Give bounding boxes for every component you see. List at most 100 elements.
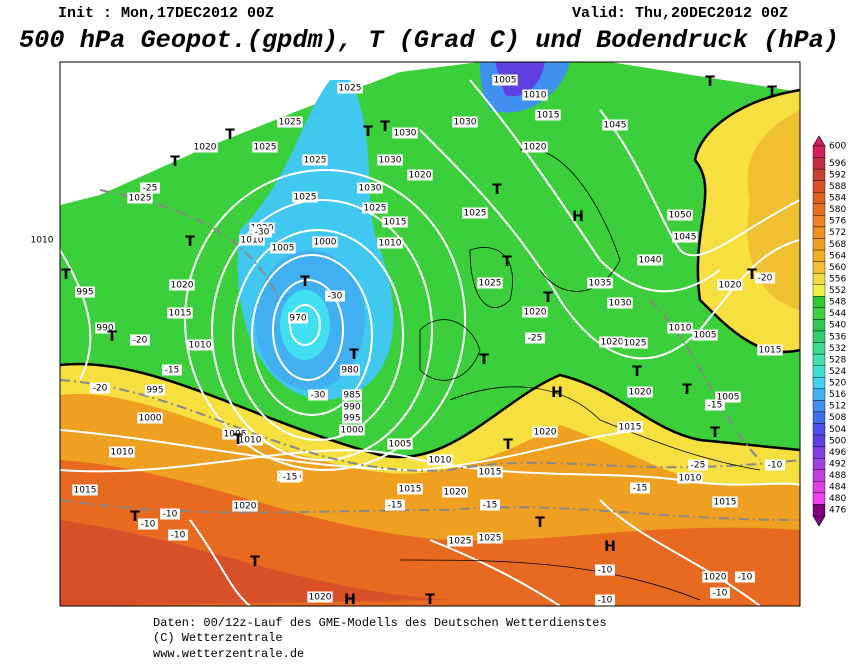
isobar-label: 1020 bbox=[234, 502, 257, 512]
label-box bbox=[72, 484, 98, 496]
colorbar-label: 488 bbox=[829, 471, 846, 481]
temperature-label: -30 bbox=[255, 228, 270, 238]
colorbar-swatch bbox=[812, 457, 826, 470]
valid-time: Valid: Thu,20DEC2012 00Z bbox=[572, 5, 788, 22]
isobar-label: 1000 bbox=[139, 414, 162, 424]
label-box bbox=[587, 277, 613, 289]
outside-domain bbox=[610, 62, 800, 92]
isobar-label: 1015 bbox=[74, 486, 97, 496]
temperature-label: -10 bbox=[768, 461, 783, 471]
label-box bbox=[339, 424, 365, 436]
label-box bbox=[595, 564, 615, 576]
isobar-label: 1005 bbox=[694, 331, 717, 341]
isobar-label: 1025 bbox=[129, 194, 152, 204]
label-box bbox=[387, 438, 413, 450]
pressure-center: T bbox=[503, 437, 513, 453]
map-labels: 1025 1005 1010 1015 1030 1025 1020 1025 1030 1045… bbox=[29, 74, 785, 608]
isobar-label: 1025 bbox=[364, 204, 387, 214]
label-box bbox=[109, 446, 135, 458]
label-box bbox=[357, 182, 383, 194]
label-box bbox=[95, 322, 115, 334]
pressure-center: H bbox=[344, 592, 356, 608]
label-box bbox=[427, 454, 453, 466]
isobar-label: 1015 bbox=[714, 498, 737, 508]
colorbar-swatch bbox=[812, 330, 826, 343]
isobar-label: 1005 bbox=[272, 244, 295, 254]
isobar-label: 1020 bbox=[704, 573, 727, 583]
label-box bbox=[308, 389, 328, 401]
label-box bbox=[237, 434, 263, 446]
isobar-label: 1010 bbox=[429, 456, 452, 466]
pressure-center: T bbox=[705, 74, 715, 90]
label-box bbox=[442, 486, 468, 498]
label-box bbox=[239, 234, 265, 246]
label-box bbox=[342, 389, 362, 401]
isobar-label: 1020 bbox=[601, 338, 624, 348]
label-box bbox=[312, 236, 338, 248]
label-box bbox=[692, 329, 718, 341]
cold-core bbox=[280, 290, 330, 360]
isobar-label: 1020 bbox=[309, 593, 332, 603]
colorbar-label: 596 bbox=[829, 159, 846, 169]
pressure-center: T bbox=[767, 84, 777, 100]
temperature-label: -25 bbox=[691, 461, 706, 471]
isobar-label: 1015 bbox=[537, 111, 560, 121]
label-box bbox=[377, 154, 403, 166]
init-time: Init : Mon,17DEC2012 00Z bbox=[58, 5, 274, 22]
isobar-label: 1020 bbox=[534, 428, 557, 438]
colorbar-swatch bbox=[812, 203, 826, 216]
temperature-label: -30 bbox=[311, 391, 326, 401]
label-box bbox=[407, 169, 433, 181]
isobar-label: 1025 bbox=[279, 118, 302, 128]
temperature-label: -10 bbox=[141, 520, 156, 530]
colorbar-swatch bbox=[812, 411, 826, 424]
colorbar-label: 504 bbox=[829, 425, 846, 435]
colorbar-swatch bbox=[812, 319, 826, 332]
label-box bbox=[522, 141, 548, 153]
isobar-label: 1015 bbox=[399, 485, 422, 495]
map-field bbox=[60, 62, 800, 606]
label-box bbox=[672, 231, 698, 243]
colorbar-label: 576 bbox=[829, 217, 846, 227]
pressure-center: T bbox=[233, 432, 243, 448]
colorbar-swatch bbox=[812, 492, 826, 505]
isobar-label: 1025 bbox=[254, 143, 277, 153]
isobar-label: 1025 bbox=[304, 156, 327, 166]
label-box bbox=[717, 279, 743, 291]
label-box bbox=[617, 421, 643, 433]
label-box bbox=[130, 334, 150, 346]
label-box bbox=[702, 571, 728, 583]
colorbar-swatch bbox=[812, 180, 826, 193]
isobar-label: 1010 bbox=[241, 236, 264, 246]
label-box bbox=[522, 306, 548, 318]
label-box bbox=[607, 297, 633, 309]
label-box bbox=[710, 587, 730, 599]
isobar-label: 1030 bbox=[609, 299, 632, 309]
colorbar-label: 524 bbox=[829, 367, 846, 377]
colorbar-label: 552 bbox=[829, 286, 846, 296]
pressure-center: H bbox=[551, 385, 563, 401]
pressure-center: T bbox=[425, 592, 435, 608]
isobar-label: 1030 bbox=[379, 156, 402, 166]
colorbar-label: 580 bbox=[829, 205, 846, 215]
label-box bbox=[168, 529, 188, 541]
temperature-label: -15 bbox=[283, 473, 298, 483]
colorbar-swatch bbox=[812, 388, 826, 401]
isobar-label: 1045 bbox=[674, 233, 697, 243]
isobar-label: 1050 bbox=[669, 211, 692, 221]
temperature-label: -10 bbox=[738, 573, 753, 583]
temperature-label: -20 bbox=[133, 336, 148, 346]
colorbar-end bbox=[812, 515, 826, 527]
colorbar-swatch bbox=[812, 342, 826, 355]
temperature-label: -30 bbox=[328, 292, 343, 302]
label-box bbox=[162, 364, 182, 376]
isobar-label: 1020 bbox=[409, 171, 432, 181]
label-box bbox=[477, 532, 503, 544]
isobar-label: 1020 bbox=[194, 143, 217, 153]
isobar-label: 1010 bbox=[379, 239, 402, 249]
colorbar-swatch bbox=[812, 272, 826, 285]
colorbar-label: 512 bbox=[829, 402, 846, 412]
pressure-center: T bbox=[747, 267, 757, 283]
isobar-label: 1030 bbox=[394, 129, 417, 139]
